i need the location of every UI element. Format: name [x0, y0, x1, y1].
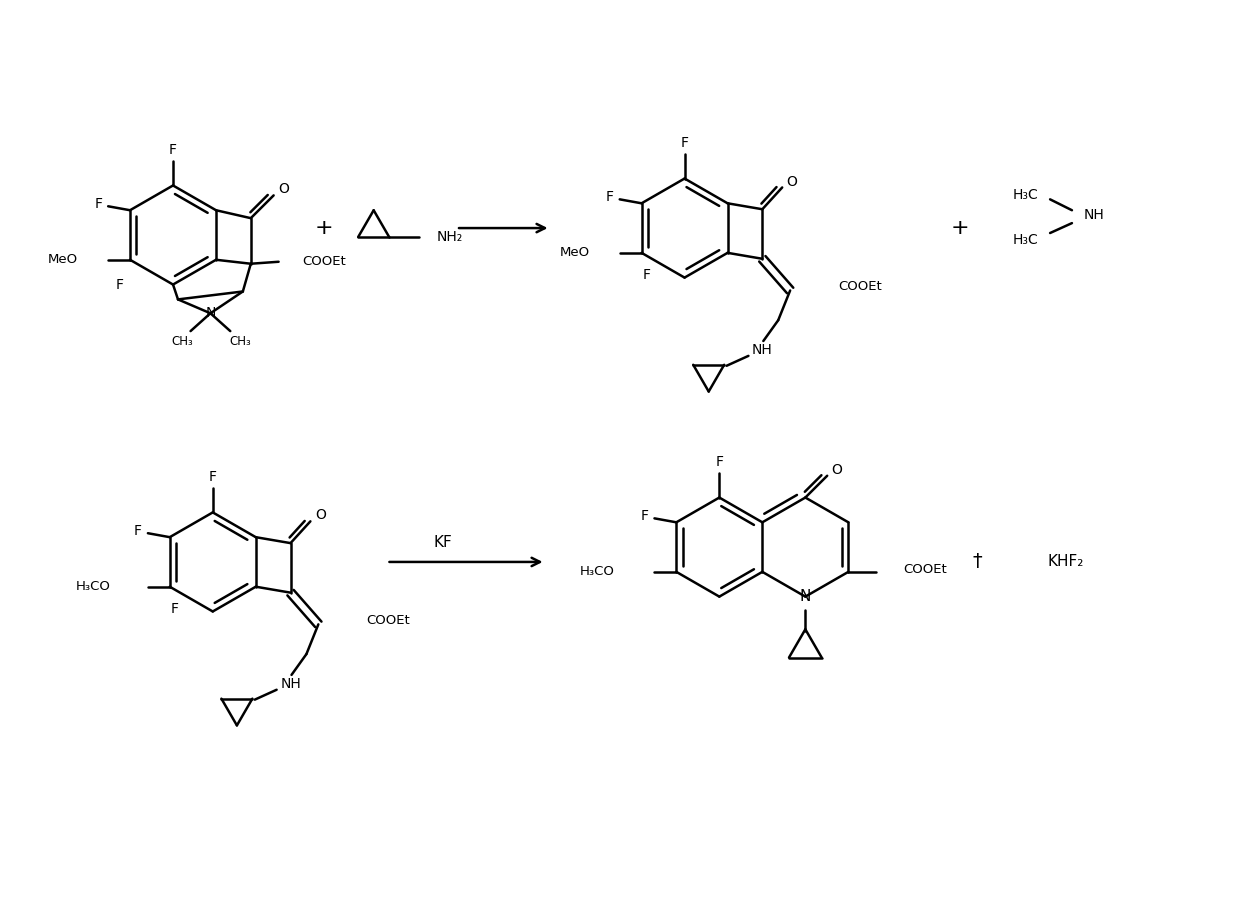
Text: O: O: [278, 182, 289, 197]
Text: NH₂: NH₂: [436, 230, 463, 244]
Text: N: N: [206, 306, 216, 321]
Text: H₃C: H₃C: [1012, 233, 1038, 247]
Text: CH₃: CH₃: [171, 335, 193, 348]
Text: COOEt: COOEt: [303, 255, 346, 269]
Text: O: O: [832, 462, 842, 477]
Text: NH: NH: [751, 343, 773, 357]
Text: KF: KF: [434, 534, 453, 550]
Text: F: F: [642, 268, 651, 282]
Text: F: F: [134, 524, 141, 538]
Text: F: F: [641, 509, 649, 524]
Text: COOEt: COOEt: [838, 280, 882, 293]
Text: F: F: [681, 136, 688, 150]
Text: F: F: [94, 198, 102, 211]
Text: +: +: [315, 218, 334, 238]
Text: COOEt: COOEt: [903, 563, 946, 577]
Text: F: F: [117, 277, 124, 292]
Text: NH: NH: [1084, 208, 1105, 222]
Text: KHF₂: KHF₂: [1047, 554, 1084, 569]
Text: MeO: MeO: [48, 253, 78, 267]
Text: O: O: [315, 508, 326, 523]
Text: NH: NH: [280, 677, 301, 691]
Text: CH₃: CH₃: [229, 335, 250, 348]
Text: O: O: [786, 174, 797, 189]
Text: MeO: MeO: [559, 246, 590, 260]
Text: COOEt: COOEt: [366, 614, 409, 627]
Text: H₃CO: H₃CO: [580, 566, 615, 578]
Text: F: F: [715, 455, 723, 469]
Text: +: +: [950, 218, 968, 238]
Text: N: N: [800, 589, 811, 604]
Text: F: F: [606, 190, 614, 205]
Text: †: †: [972, 552, 982, 571]
Text: H₃C: H₃C: [1012, 189, 1038, 202]
Text: H₃CO: H₃CO: [76, 580, 110, 594]
Text: F: F: [169, 143, 177, 157]
Text: F: F: [171, 602, 179, 615]
Text: F: F: [208, 470, 217, 484]
